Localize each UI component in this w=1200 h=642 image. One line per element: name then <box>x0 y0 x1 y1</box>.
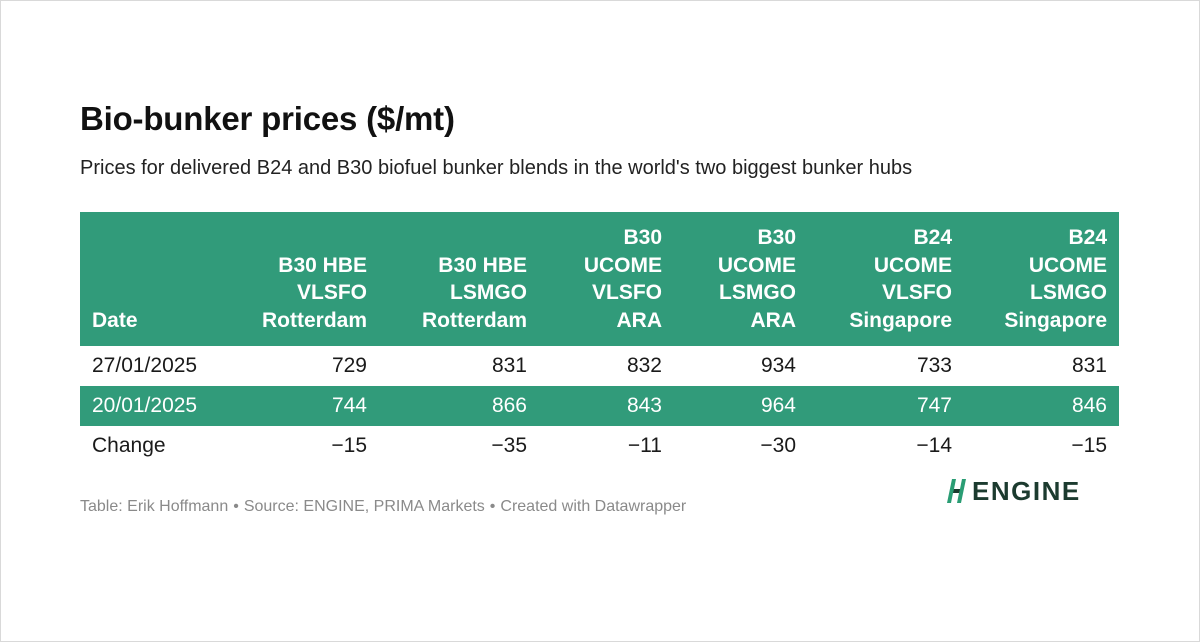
value-cell: 747 <box>808 386 964 426</box>
value-cell: 934 <box>760 354 796 377</box>
column-header: B24 UCOME VLSFO Singapore <box>808 212 964 346</box>
row-label-cell: 27/01/2025 <box>92 354 198 377</box>
source-credit: Source: ENGINE, PRIMA Markets <box>243 498 485 515</box>
value-cell: 733 <box>916 354 952 377</box>
column-header-date: Date <box>80 212 233 346</box>
column-header-line: B24 <box>1068 226 1107 249</box>
engine-logo-text: ENGINE <box>972 475 1081 506</box>
value-cell: −14 <box>916 434 952 457</box>
row-label-cell: 20/01/2025 <box>80 386 233 426</box>
column-header-line: Date <box>92 308 138 332</box>
column-header-line: Rotterdam <box>261 308 367 332</box>
column-header-line: LSMGO <box>450 281 527 304</box>
column-header-line: Rotterdam <box>421 308 527 332</box>
value-cell: 832 <box>626 354 662 377</box>
price-table: Date B30 HBE VLSFO Rotterdam B30 HBE LSMGO Rot… <box>80 212 1119 466</box>
footer: Table: Erik Hoffmann • Source: ENGINE, PRI… <box>80 498 686 516</box>
column-header-line: LSMGO <box>1030 281 1107 304</box>
chart-title: Bio-bunker prices ($/mt) <box>80 100 455 137</box>
value-cell: −30 <box>760 434 796 457</box>
engine-logo: ENGINE <box>946 475 1081 506</box>
value-cell: 831 <box>1071 354 1107 377</box>
footer-separator: • <box>489 498 496 515</box>
value-cell: 744 <box>233 386 379 426</box>
column-header-line: Singapore <box>1004 308 1107 332</box>
engine-logo-mark-icon <box>947 479 966 503</box>
value-cell: 843 <box>539 386 674 426</box>
table-row: Change −15 −35 −11 −30 −14 −15 <box>80 426 1119 466</box>
column-header-line: B30 HBE <box>278 253 367 277</box>
column-header: B30 UCOME LSMGO ARA <box>674 212 808 346</box>
column-header-line: UCOME <box>717 253 796 277</box>
value-cell: −11 <box>627 434 662 457</box>
column-header-line: B30 HBE <box>438 253 527 277</box>
table-body: 27/01/2025 729 831 832 934 733 831 20/01/2025 74… <box>80 346 1119 466</box>
table-credit: Table: Erik Hoffmann <box>80 498 229 515</box>
table-row: 20/01/2025 744 866 843 964 747 846 <box>80 386 1119 426</box>
value-cell: 831 <box>491 354 527 377</box>
chart-subtitle: Prices for delivered B24 and B30 biofuel… <box>80 157 913 179</box>
table-row: 27/01/2025 729 831 832 934 733 831 <box>80 346 1119 386</box>
footer-separator: • <box>233 498 239 515</box>
value-cell: −15 <box>1071 434 1107 457</box>
column-header-line: UCOME <box>583 253 662 277</box>
value-cell: 729 <box>331 354 367 377</box>
value-cell: 866 <box>379 386 539 426</box>
table-header-row: Date B30 HBE VLSFO Rotterdam B30 HBE LSMGO Rot… <box>80 212 1119 346</box>
value-cell: −35 <box>491 434 527 457</box>
column-header: B30 HBE VLSFO Rotterdam <box>233 212 379 346</box>
column-header: B30 HBE LSMGO Rotterdam <box>379 212 539 346</box>
row-label-cell: Change <box>92 434 166 457</box>
column-header-line: VLSFO <box>881 281 952 304</box>
column-header-line: B30 <box>757 226 796 249</box>
column-header-line: UCOME <box>873 253 952 277</box>
column-header-line: Singapore <box>849 308 952 332</box>
column-header-line: ARA <box>750 308 797 332</box>
column-header-line: VLSFO <box>296 281 367 304</box>
value-cell: 964 <box>674 386 808 426</box>
datawrapper-link[interactable]: Created with Datawrapper <box>500 498 687 515</box>
column-header-line: B24 <box>913 226 952 249</box>
value-cell: −15 <box>331 434 367 457</box>
column-header-line: B30 <box>623 226 662 249</box>
column-header: B24 UCOME LSMGO Singapore <box>964 212 1119 346</box>
value-cell: 846 <box>964 386 1119 426</box>
column-header-line: LSMGO <box>719 281 796 304</box>
column-header-line: UCOME <box>1028 253 1107 277</box>
column-header-line: ARA <box>616 308 663 332</box>
column-header: B30 UCOME VLSFO ARA <box>539 212 674 346</box>
column-header-line: VLSFO <box>591 281 662 304</box>
